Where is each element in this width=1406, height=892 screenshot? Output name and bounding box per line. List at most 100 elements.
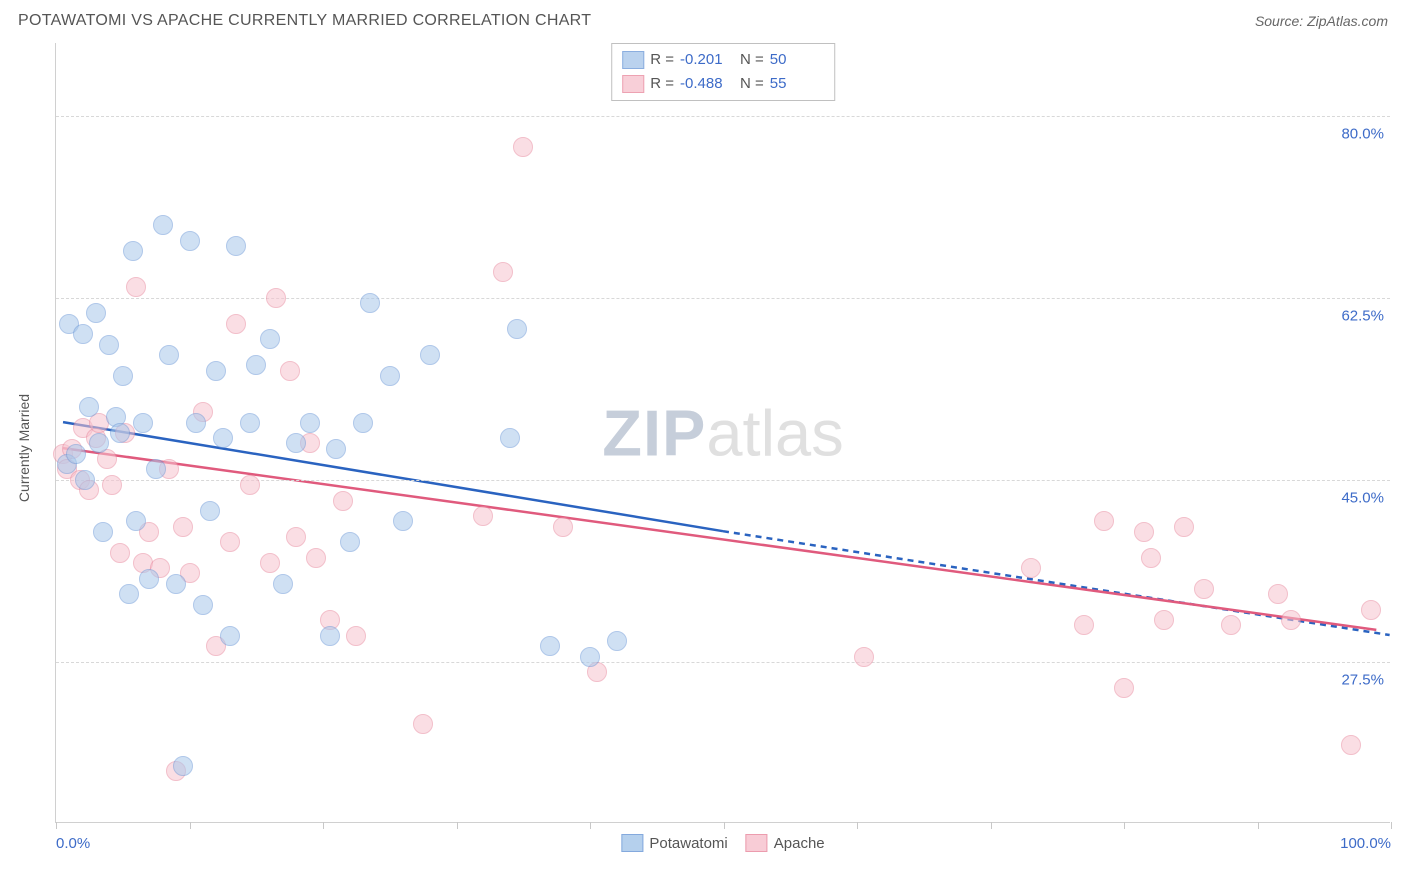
data-point (240, 475, 260, 495)
data-point (159, 345, 179, 365)
y-tick-label: 27.5% (1341, 671, 1384, 688)
data-point (89, 433, 109, 453)
legend-swatch (622, 75, 644, 93)
x-tick-label: 100.0% (1340, 835, 1391, 852)
data-point (286, 433, 306, 453)
x-tick (1258, 822, 1259, 829)
data-point (1341, 735, 1361, 755)
y-tick-label: 45.0% (1341, 489, 1384, 506)
legend-r-label: R = (650, 72, 674, 96)
data-point (473, 506, 493, 526)
legend-n-label: N = (740, 72, 764, 96)
series-legend: Potawatomi Apache (621, 834, 824, 852)
data-point (300, 413, 320, 433)
watermark: ZIPatlas (602, 395, 843, 470)
data-point (260, 553, 280, 573)
trend-lines-layer (56, 43, 1390, 822)
data-point (360, 293, 380, 313)
data-point (102, 475, 122, 495)
data-point (280, 361, 300, 381)
data-point (246, 355, 266, 375)
legend-n-value: 55 (770, 72, 824, 96)
data-point (500, 428, 520, 448)
data-point (73, 324, 93, 344)
chart-container: Currently Married ZIPatlas R =-0.201N =5… (10, 38, 1396, 858)
data-point (1134, 522, 1154, 542)
data-point (110, 543, 130, 563)
data-point (1074, 615, 1094, 635)
data-point (1021, 558, 1041, 578)
gridline-h (56, 298, 1390, 299)
x-tick (1391, 822, 1392, 829)
gridline-h (56, 662, 1390, 663)
legend-item: Potawatomi (621, 834, 727, 852)
data-point (93, 522, 113, 542)
data-point (86, 303, 106, 323)
data-point (1361, 600, 1381, 620)
data-point (186, 413, 206, 433)
data-point (123, 241, 143, 261)
data-point (1174, 517, 1194, 537)
legend-label: Potawatomi (649, 835, 727, 852)
data-point (1221, 615, 1241, 635)
y-tick-label: 80.0% (1341, 125, 1384, 142)
legend-swatch (746, 834, 768, 852)
data-point (353, 413, 373, 433)
data-point (133, 413, 153, 433)
legend-swatch (622, 51, 644, 69)
data-point (146, 459, 166, 479)
x-tick-label: 0.0% (56, 835, 90, 852)
data-point (110, 423, 130, 443)
x-tick (190, 822, 191, 829)
legend-swatch (621, 834, 643, 852)
data-point (226, 314, 246, 334)
data-point (306, 548, 326, 568)
data-point (1268, 584, 1288, 604)
data-point (540, 636, 560, 656)
data-point (193, 595, 213, 615)
data-point (66, 444, 86, 464)
legend-item: Apache (746, 834, 825, 852)
data-point (240, 413, 260, 433)
data-point (79, 397, 99, 417)
gridline-h (56, 116, 1390, 117)
x-tick (323, 822, 324, 829)
legend-n-value: 50 (770, 48, 824, 72)
legend-r-value: -0.488 (680, 72, 734, 96)
legend-r-label: R = (650, 48, 674, 72)
data-point (113, 366, 133, 386)
data-point (1194, 579, 1214, 599)
data-point (340, 532, 360, 552)
data-point (1154, 610, 1174, 630)
stats-legend-row: R =-0.201N =50 (622, 48, 824, 72)
data-point (1281, 610, 1301, 630)
data-point (580, 647, 600, 667)
data-point (346, 626, 366, 646)
x-tick (724, 822, 725, 829)
data-point (493, 262, 513, 282)
chart-source: Source: ZipAtlas.com (1255, 13, 1388, 29)
data-point (854, 647, 874, 667)
stats-legend-row: R =-0.488N =55 (622, 72, 824, 96)
data-point (126, 511, 146, 531)
data-point (206, 361, 226, 381)
data-point (220, 626, 240, 646)
data-point (200, 501, 220, 521)
watermark-atlas: atlas (706, 396, 843, 469)
data-point (75, 470, 95, 490)
legend-r-value: -0.201 (680, 48, 734, 72)
chart-title: POTAWATOMI VS APACHE CURRENTLY MARRIED C… (18, 12, 591, 30)
data-point (513, 137, 533, 157)
data-point (153, 215, 173, 235)
data-point (393, 511, 413, 531)
data-point (226, 236, 246, 256)
trend-line (63, 448, 1376, 630)
data-point (213, 428, 233, 448)
data-point (507, 319, 527, 339)
data-point (326, 439, 346, 459)
data-point (380, 366, 400, 386)
y-axis-label: Currently Married (16, 394, 32, 502)
stats-legend-box: R =-0.201N =50R =-0.488N =55 (611, 43, 835, 101)
data-point (420, 345, 440, 365)
data-point (260, 329, 280, 349)
